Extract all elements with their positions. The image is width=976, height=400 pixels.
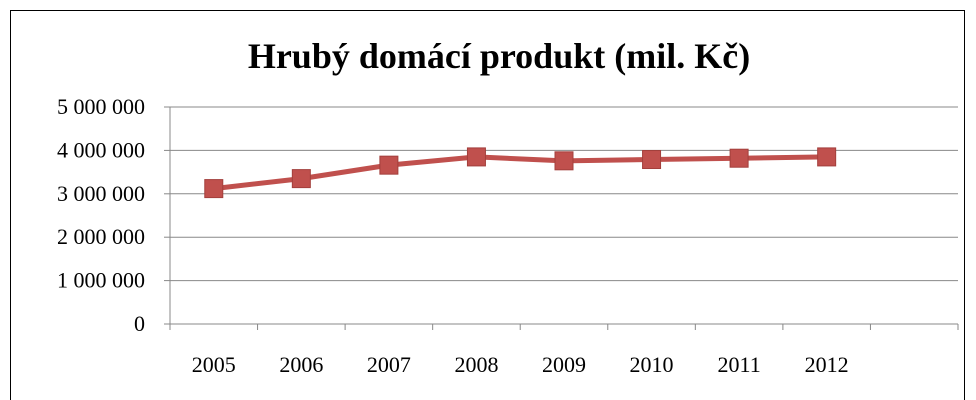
x-tick-label: 2005 (192, 352, 236, 377)
axes (164, 106, 959, 330)
gridlines (170, 106, 958, 282)
y-tick-label: 4 000 000 (57, 137, 145, 162)
y-tick-labels: 0 1 000 000 2 000 000 3 000 000 4 000 000 5 0… (57, 94, 145, 336)
y-tick-label: 5 000 000 (57, 94, 145, 119)
x-tick-label: 2006 (279, 352, 323, 377)
y-tick-label: 0 (134, 311, 145, 336)
series-line (213, 154, 827, 192)
y-tick-label: 2 000 000 (57, 224, 145, 249)
x-tick-label: 2011 (718, 352, 761, 377)
y-tick-label: 3 000 000 (57, 181, 145, 206)
data-point-marker (379, 155, 399, 175)
data-point-marker (642, 150, 662, 170)
y-tick-label: 1 000 000 (57, 268, 145, 293)
x-tick-label: 2012 (805, 352, 849, 377)
x-tick-labels: 2005 2006 2007 2008 2009 2010 2011 2012 (192, 352, 849, 377)
x-tick-label: 2009 (542, 352, 586, 377)
x-tick-label: 2007 (367, 352, 411, 377)
x-tick-label: 2008 (454, 352, 498, 377)
data-point-marker (204, 179, 224, 199)
data-point-marker (729, 148, 749, 168)
data-point-marker (817, 147, 837, 167)
data-point-marker (554, 151, 574, 171)
data-point-marker (466, 147, 486, 167)
chart-title: Hrubý domácí produkt (mil. Kč) (248, 36, 750, 76)
data-point-marker (291, 169, 311, 189)
chart-frame (10, 10, 965, 400)
series (204, 147, 837, 199)
x-tick-label: 2010 (630, 352, 674, 377)
